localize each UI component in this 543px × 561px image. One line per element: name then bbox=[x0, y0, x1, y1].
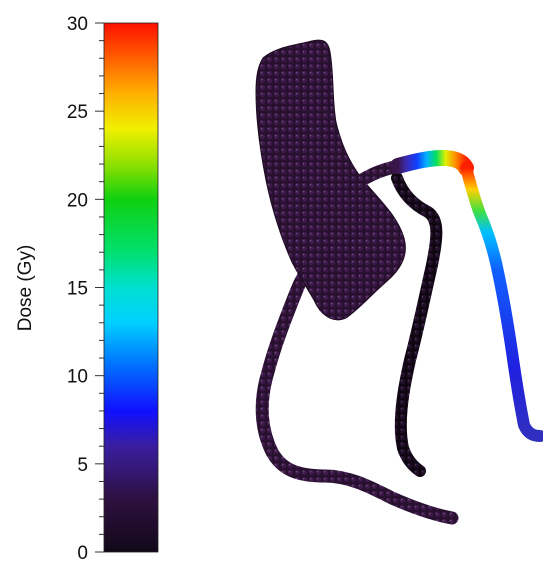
colorbar-tick-label: 15 bbox=[67, 279, 88, 300]
left-artery bbox=[255, 225, 459, 525]
heart-render bbox=[255, 39, 543, 525]
colorbar-tick-label: 10 bbox=[67, 367, 88, 388]
high-dose-vessel-segment bbox=[390, 149, 474, 176]
colorbar-tick-label: 30 bbox=[67, 14, 88, 35]
colorbar-axis-title: Dose (Gy) bbox=[15, 245, 36, 332]
colorbar-ticks bbox=[95, 22, 104, 553]
colorbar-tick-label: 5 bbox=[77, 455, 88, 476]
colorbar-tick-labels: 0 5 10 15 20 25 30 bbox=[67, 14, 88, 561]
descending-high-dose-vessel bbox=[460, 162, 543, 442]
colorbar-tick-label: 25 bbox=[67, 102, 88, 123]
colorbar-gradient bbox=[103, 22, 159, 553]
heart-chamber bbox=[255, 39, 406, 321]
colorbar: 0 5 10 15 20 25 30 Dose (Gy) bbox=[15, 14, 159, 561]
colorbar-tick-label: 20 bbox=[67, 190, 88, 211]
colorbar-tick-label: 0 bbox=[77, 543, 88, 561]
middle-artery bbox=[391, 172, 443, 477]
